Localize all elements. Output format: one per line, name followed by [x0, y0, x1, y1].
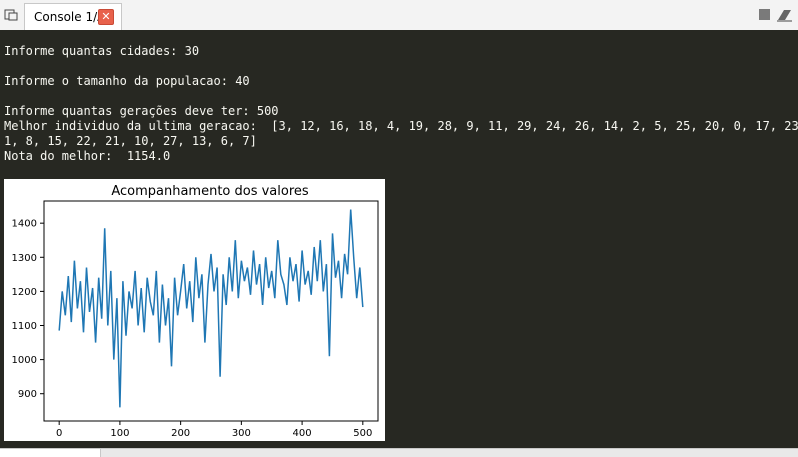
y-tick-label: 1100	[12, 321, 37, 332]
series-line	[58, 209, 364, 408]
x-tick-label: 500	[353, 428, 372, 439]
y-tick-label: 900	[18, 389, 37, 400]
y-tick-label: 1000	[12, 355, 37, 366]
bottom-tab-bar	[0, 448, 798, 457]
x-tick-label: 200	[171, 428, 190, 439]
console-line: Informe quantas gerações deve ter: 500	[4, 104, 279, 118]
close-icon[interactable]: ✕	[98, 9, 114, 25]
eraser-icon[interactable]	[777, 8, 793, 22]
console-line: 1, 8, 15, 22, 21, 10, 27, 13, 6, 7]	[4, 134, 257, 148]
y-tick-label: 1400	[12, 219, 37, 230]
tab-label: Console 1/A	[34, 10, 106, 24]
chart-title: Acompanhamento dos valores	[111, 184, 309, 199]
x-tick-label: 100	[110, 428, 129, 439]
console-output[interactable]: Informe quantas cidades: 30 Informe o ta…	[0, 30, 798, 448]
stop-icon[interactable]	[759, 9, 770, 20]
tab-console[interactable]: Console 1/A ✕	[24, 3, 122, 30]
line-chart: Acompanhamento dos valores 0 100 200 300 400…	[12, 184, 379, 439]
new-console-icon[interactable]	[4, 9, 18, 21]
plot-frame	[43, 200, 379, 422]
y-tick-label: 1300	[12, 253, 37, 264]
console-line: Melhor individuo da ultima geracao: [3, …	[4, 119, 798, 133]
console-line: Informe quantas cidades: 30	[4, 44, 200, 58]
plot-image: Acompanhamento dos valores 0 100 200 300 400…	[4, 179, 385, 441]
tab-console-bottom[interactable]	[0, 449, 101, 457]
console-line: Informe o tamanho da populacao: 40	[4, 74, 250, 88]
tab-bar: Console 1/A ✕	[0, 0, 798, 31]
x-tick-label: 300	[232, 428, 251, 439]
x-tick-label: 0	[56, 428, 62, 439]
console-line: Nota do melhor: 1154.0	[4, 149, 171, 163]
console-text: Informe quantas cidades: 30 Informe o ta…	[4, 30, 798, 163]
y-tick-label: 1200	[12, 287, 37, 298]
x-tick-label: 400	[293, 428, 312, 439]
